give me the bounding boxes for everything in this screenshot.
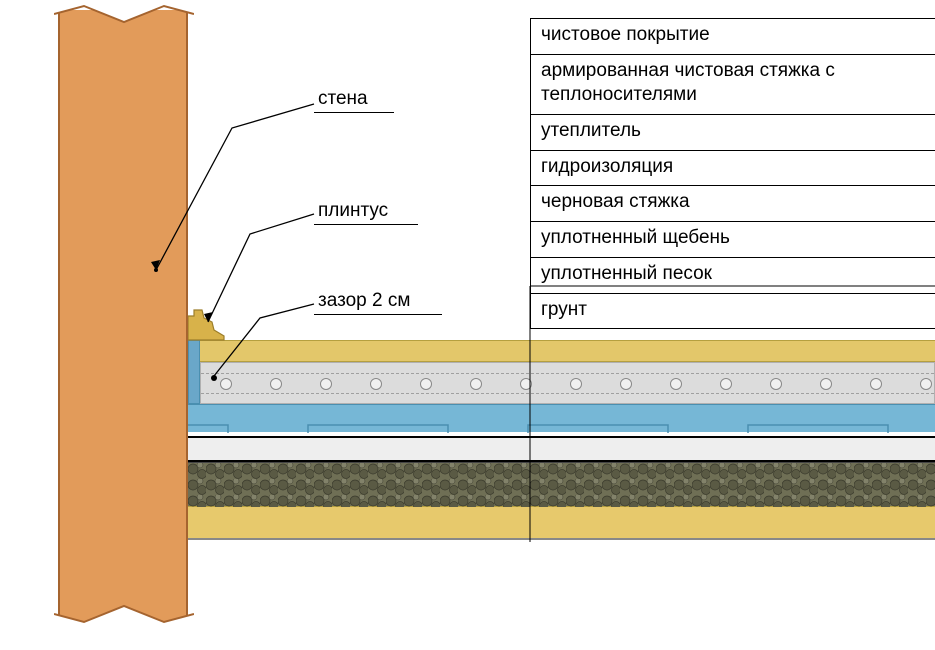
legend-row: грунт [530,294,935,330]
legend-row: армированная чистовая стяжка с теплоноси… [530,55,935,115]
legend-row: чистовое покрытие [530,19,935,55]
diagram-canvas: стена плинтус зазор 2 см чистовое покрыт… [0,0,935,650]
legend-row: гидроизоляция [530,151,935,187]
legend-row: уплотненный щебень [530,222,935,258]
label-gap: зазор 2 см [318,290,410,312]
legend-table: чистовое покрытие армированная чистовая … [530,18,935,329]
label-plinth-underline [314,224,418,225]
legend-row: утеплитель [530,115,935,151]
label-wall: стена [318,88,368,110]
label-plinth: плинтус [318,200,388,222]
legend-row: уплотненный песок [530,258,935,294]
label-gap-underline [314,314,442,315]
legend-row: черновая стяжка [530,186,935,222]
label-wall-underline [314,112,394,113]
